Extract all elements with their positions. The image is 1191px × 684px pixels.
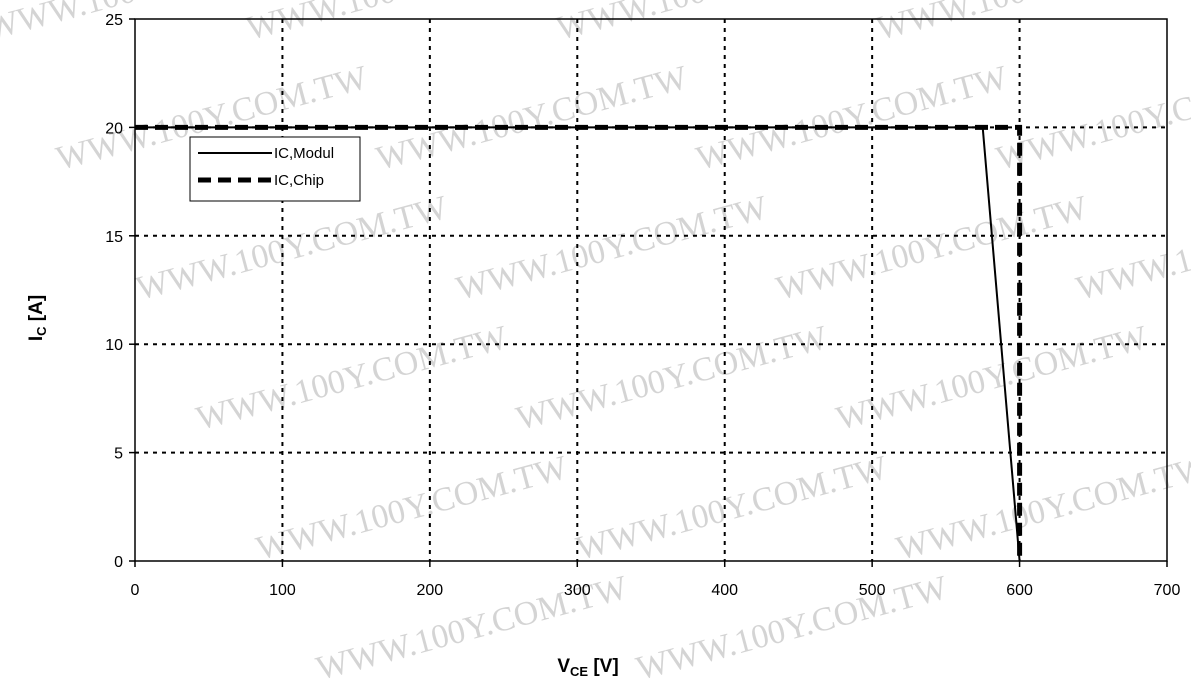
x-tick-label: 700 bbox=[1154, 582, 1181, 599]
y-tick-label: 0 bbox=[114, 554, 123, 571]
watermark-text: WWW.100Y.COM.TW bbox=[242, 0, 562, 48]
y-tick-label: 25 bbox=[105, 12, 123, 29]
x-axis-ticks: 0 100 200 300 400 500 600 700 bbox=[131, 561, 1181, 599]
y-axis-ticks: 0 5 10 15 20 25 bbox=[105, 12, 135, 571]
y-axis-title: IC [A] bbox=[26, 295, 49, 341]
watermark-text: WWW.100Y.COM.TW bbox=[252, 449, 572, 568]
plot-area bbox=[134, 18, 1168, 562]
legend-label: IC,Modul bbox=[274, 145, 334, 162]
series-line-ic-chip bbox=[135, 124, 1023, 561]
watermark-text: WWW.100Y.COM.TW bbox=[1072, 189, 1191, 308]
y-tick-label: 5 bbox=[114, 446, 123, 463]
x-tick-label: 300 bbox=[564, 582, 591, 599]
watermark-text: WWW.100Y.COM.TW bbox=[892, 449, 1191, 568]
watermark-text: WWW.100Y.COM.TW bbox=[632, 569, 952, 684]
y-tick-label: 20 bbox=[105, 120, 123, 137]
x-tick-label: 100 bbox=[269, 582, 296, 599]
watermark-text: WWW.100Y.COM.TW bbox=[192, 319, 512, 438]
watermark-text: WWW.100Y.COM.TW bbox=[992, 59, 1191, 178]
x-axis-title: VCE [V] bbox=[557, 656, 618, 679]
x-tick-label: 400 bbox=[711, 582, 738, 599]
series-layer bbox=[135, 124, 1023, 562]
x-tick-label: 0 bbox=[131, 582, 140, 599]
watermark-text: WWW.100Y.COM.TW bbox=[372, 59, 692, 178]
legend-box bbox=[189, 136, 361, 202]
x-tick-label: 500 bbox=[859, 582, 886, 599]
y-tick-label: 10 bbox=[105, 337, 123, 354]
watermark-text: WWW.100Y.COM.TW bbox=[552, 0, 872, 48]
x-tick-label: 200 bbox=[417, 582, 444, 599]
watermark-text: WWW.100Y.COM.TW bbox=[772, 189, 1092, 308]
watermark-text: WWW.100Y.COM.TW bbox=[692, 59, 1012, 178]
legend-label: IC,Chip bbox=[274, 172, 324, 189]
y-tick-label: 15 bbox=[105, 229, 123, 246]
watermark-text: WWW.100Y.COM.TW bbox=[132, 189, 452, 308]
x-tick-label: 600 bbox=[1006, 582, 1033, 599]
watermark-text: WWW.100Y.COM.TW bbox=[832, 319, 1152, 438]
watermark-text: WWW.100Y.COM.TW bbox=[512, 319, 832, 438]
legend: IC,Modul IC,Chip bbox=[189, 136, 361, 202]
watermark-text: WWW.100Y.COM.TW bbox=[872, 0, 1191, 48]
watermark-text: WWW.100Y.COM.TW bbox=[572, 449, 892, 568]
